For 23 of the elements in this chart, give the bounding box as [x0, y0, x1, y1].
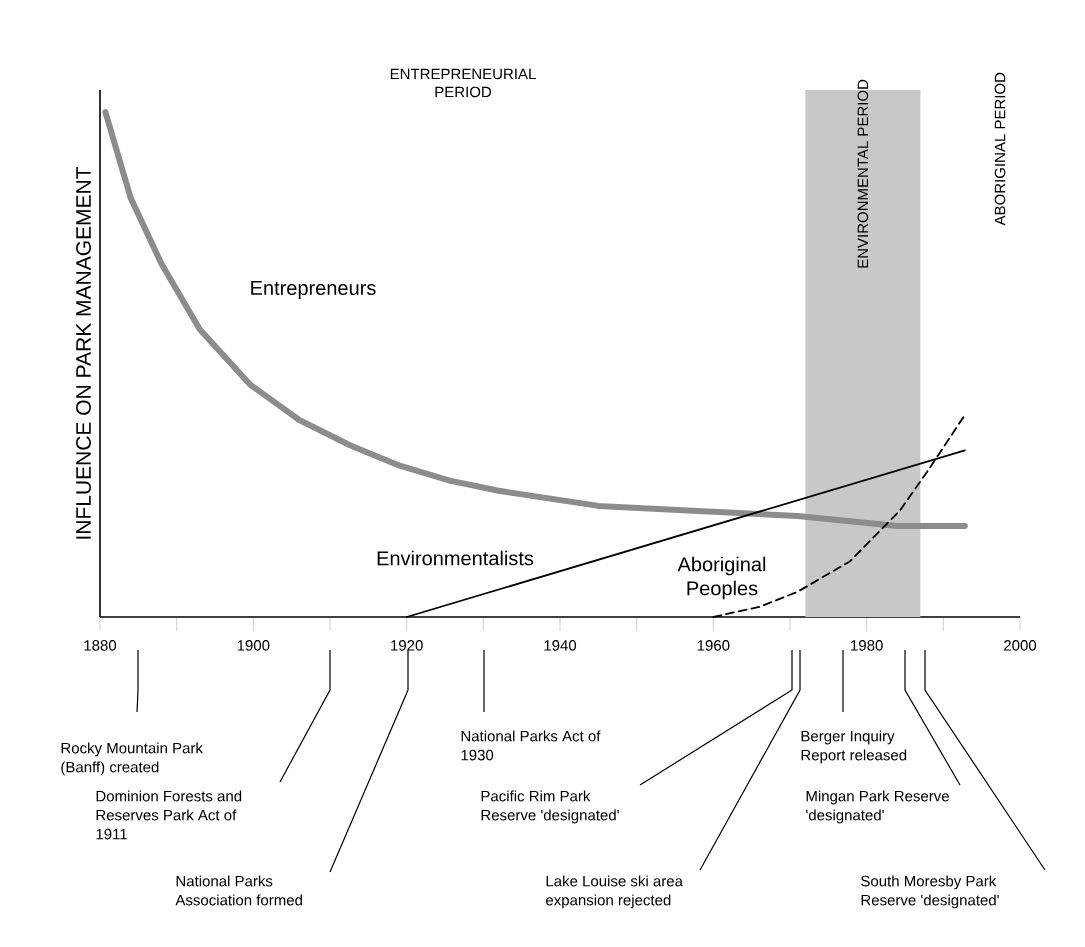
- text: Dominion Forests and Reserves Park Act of 1911: [96, 790, 242, 840]
- text: ENTREPRENEURIAL PERIOD: [390, 68, 536, 98]
- text: Pacific Rim Park Reserve 'designated': [481, 790, 619, 824]
- y-axis-title: INFLUENCE ON PARK MANAGEMENT: [76, 166, 91, 539]
- x-tick-label: 1920: [391, 640, 423, 651]
- text: National Parks Act of 1930: [461, 730, 601, 761]
- text: Entrepreneurs: [251, 281, 376, 299]
- series-label: Aboriginal Peoples: [677, 556, 766, 600]
- text: Lake Louise ski area expansion rejected: [546, 875, 683, 909]
- x-tick-label: 1960: [697, 640, 730, 651]
- x-tick-label: 1940: [544, 640, 577, 651]
- x-tick-label: 1900: [237, 640, 270, 651]
- text: South Moresby Park Reserve 'designated': [861, 875, 999, 909]
- x-tick-label: 1880: [84, 640, 117, 651]
- x-tick-label: 2000: [1004, 640, 1037, 651]
- text: Rocky Mountain Park (Banff) created: [61, 742, 203, 776]
- annotation: ABORIGINAL PERIOD: [994, 72, 1006, 226]
- text: National Parks Association formed: [175, 875, 302, 906]
- text: Mingan Park Reserve 'designated': [806, 790, 949, 824]
- x-tick-label: 1980: [851, 640, 883, 651]
- text: Berger Inquiry Report released: [801, 730, 907, 764]
- series-label: Environmentalists: [377, 550, 534, 566]
- band-label: ENVIRONMENTAL PERIOD: [857, 79, 869, 268]
